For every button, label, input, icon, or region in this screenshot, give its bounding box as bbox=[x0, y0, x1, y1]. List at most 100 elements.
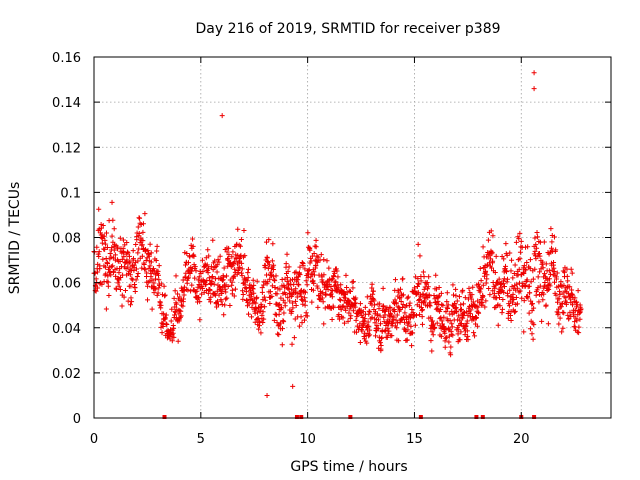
data-point bbox=[106, 293, 112, 299]
data-point bbox=[139, 253, 145, 259]
data-point bbox=[276, 311, 282, 317]
data-point bbox=[455, 327, 461, 333]
data-point bbox=[102, 237, 108, 243]
data-point bbox=[473, 314, 479, 320]
data-point bbox=[507, 250, 513, 256]
data-point bbox=[232, 286, 238, 292]
data-point bbox=[438, 306, 444, 312]
data-point bbox=[430, 332, 436, 338]
data-point bbox=[330, 305, 336, 311]
data-point bbox=[283, 291, 289, 297]
data-point bbox=[309, 253, 315, 259]
data-point bbox=[223, 289, 229, 295]
data-point bbox=[539, 318, 545, 324]
data-point bbox=[121, 294, 127, 300]
data-point bbox=[103, 306, 109, 312]
data-point bbox=[290, 383, 296, 389]
data-point bbox=[508, 294, 514, 300]
data-point bbox=[300, 301, 306, 307]
data-point bbox=[519, 295, 525, 301]
data-point bbox=[547, 283, 553, 289]
data-point bbox=[462, 332, 468, 338]
y-axis-title: SRMTID / TECUs bbox=[7, 182, 23, 295]
data-point bbox=[484, 272, 490, 278]
data-point bbox=[496, 276, 502, 282]
data-point bbox=[374, 311, 380, 317]
data-point bbox=[362, 316, 368, 322]
data-point bbox=[205, 270, 211, 276]
data-point bbox=[216, 292, 222, 298]
data-point bbox=[464, 328, 470, 334]
data-point bbox=[521, 298, 527, 304]
data-point bbox=[185, 260, 191, 266]
data-point bbox=[546, 286, 552, 292]
data-point bbox=[298, 314, 304, 320]
data-point bbox=[569, 270, 575, 276]
data-point bbox=[161, 311, 167, 317]
data-point bbox=[230, 249, 236, 255]
data-point bbox=[163, 321, 169, 327]
data-point bbox=[405, 327, 411, 333]
data-point bbox=[196, 274, 202, 280]
data-point bbox=[195, 284, 201, 290]
data-point bbox=[311, 280, 317, 286]
data-point bbox=[489, 265, 495, 271]
data-point bbox=[140, 229, 146, 235]
data-point bbox=[303, 310, 309, 316]
data-point bbox=[402, 319, 408, 325]
data-point bbox=[546, 268, 552, 274]
data-point bbox=[168, 318, 174, 324]
data-point bbox=[338, 307, 344, 313]
data-point bbox=[126, 253, 132, 259]
data-point bbox=[135, 258, 141, 264]
data-point bbox=[386, 308, 392, 314]
data-point bbox=[203, 281, 209, 287]
data-point bbox=[393, 317, 399, 323]
data-point bbox=[197, 317, 203, 323]
data-point bbox=[256, 326, 262, 332]
data-point bbox=[529, 331, 535, 337]
data-point bbox=[281, 319, 287, 325]
data-point bbox=[506, 303, 512, 309]
data-point bbox=[276, 332, 282, 338]
data-point bbox=[275, 323, 281, 329]
data-point bbox=[293, 269, 299, 275]
data-point bbox=[365, 319, 371, 325]
data-point bbox=[284, 251, 290, 257]
data-point bbox=[553, 247, 559, 253]
data-point bbox=[525, 295, 531, 301]
data-point bbox=[214, 269, 220, 275]
data-point bbox=[387, 305, 393, 311]
data-point bbox=[530, 336, 536, 342]
data-point bbox=[458, 306, 464, 312]
data-point bbox=[508, 317, 514, 323]
data-point bbox=[535, 234, 541, 240]
data-point bbox=[110, 217, 116, 223]
y-tick-label: 0.1 bbox=[60, 186, 81, 201]
data-point bbox=[478, 278, 484, 284]
data-point bbox=[132, 288, 138, 294]
data-point bbox=[253, 300, 259, 306]
data-point bbox=[157, 300, 163, 306]
data-point bbox=[425, 284, 431, 290]
data-point bbox=[534, 287, 540, 293]
data-point bbox=[207, 288, 213, 294]
data-point bbox=[199, 286, 205, 292]
data-point bbox=[477, 289, 483, 295]
data-point bbox=[394, 325, 400, 331]
data-point bbox=[498, 289, 504, 295]
data-point bbox=[428, 315, 434, 321]
data-point bbox=[245, 275, 251, 281]
data-point bbox=[378, 342, 384, 348]
data-point bbox=[347, 288, 353, 294]
data-point bbox=[431, 292, 437, 298]
data-point bbox=[346, 310, 352, 316]
data-point bbox=[171, 325, 177, 331]
data-point bbox=[217, 253, 223, 259]
data-point bbox=[139, 242, 145, 248]
data-point bbox=[272, 285, 278, 291]
data-point bbox=[540, 297, 546, 303]
data-point bbox=[373, 333, 379, 339]
data-point bbox=[98, 225, 104, 231]
data-point bbox=[436, 285, 442, 291]
